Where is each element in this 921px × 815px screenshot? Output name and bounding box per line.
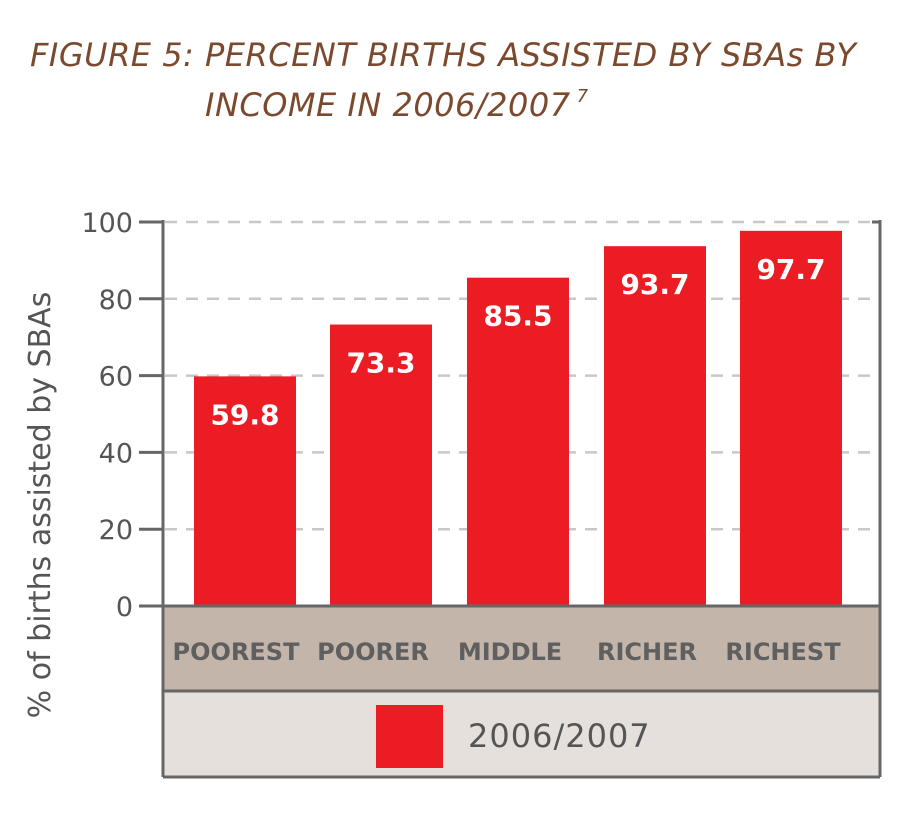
- title-footnote: 7: [576, 86, 589, 107]
- bar-middle: [467, 277, 569, 606]
- y-tick-label: 100: [81, 208, 133, 239]
- data-label: 73.3: [346, 347, 415, 380]
- bar-richer: [604, 246, 706, 606]
- y-tick-label: 40: [99, 438, 133, 469]
- y-tick-label: 0: [116, 592, 133, 623]
- bars: 59.8 73.3 85.5 93.7 97.7: [194, 230, 842, 606]
- y-tick-label: 20: [99, 515, 133, 546]
- category-labels: POOREST POORER MIDDLE RICHER RICHEST: [173, 638, 842, 666]
- bar-richest: [740, 230, 842, 606]
- data-label: 93.7: [620, 268, 689, 301]
- data-label: 85.5: [483, 300, 552, 333]
- category-band: [163, 606, 880, 691]
- y-ticks: 0 20 40 60 80 100: [81, 208, 163, 623]
- category-label: MIDDLE: [458, 638, 562, 666]
- data-label: 59.8: [210, 398, 279, 431]
- y-tick-label: 80: [99, 285, 133, 316]
- legend-band: [163, 691, 880, 777]
- category-label: POORER: [317, 638, 429, 666]
- chart-title-line-2-text: INCOME IN 2006/2007: [205, 86, 571, 124]
- bar-poorest: [194, 376, 296, 606]
- axes: [139, 220, 882, 779]
- y-axis-label: % of births assisted by SBAs: [23, 292, 58, 719]
- legend-swatch: [376, 705, 443, 768]
- bar-poorer: [330, 324, 432, 606]
- category-label: RICHER: [597, 638, 697, 666]
- y-tick-label: 60: [99, 362, 133, 393]
- category-label: POOREST: [173, 638, 301, 666]
- data-label: 97.7: [756, 253, 825, 286]
- chart-title-line-1: FIGURE 5: PERCENT BIRTHS ASSISTED BY SBA…: [30, 36, 857, 74]
- chart-title-line-2: INCOME IN 2006/2007 7: [205, 86, 589, 124]
- legend-label: 2006/2007: [468, 717, 651, 755]
- category-label: RICHEST: [725, 638, 841, 666]
